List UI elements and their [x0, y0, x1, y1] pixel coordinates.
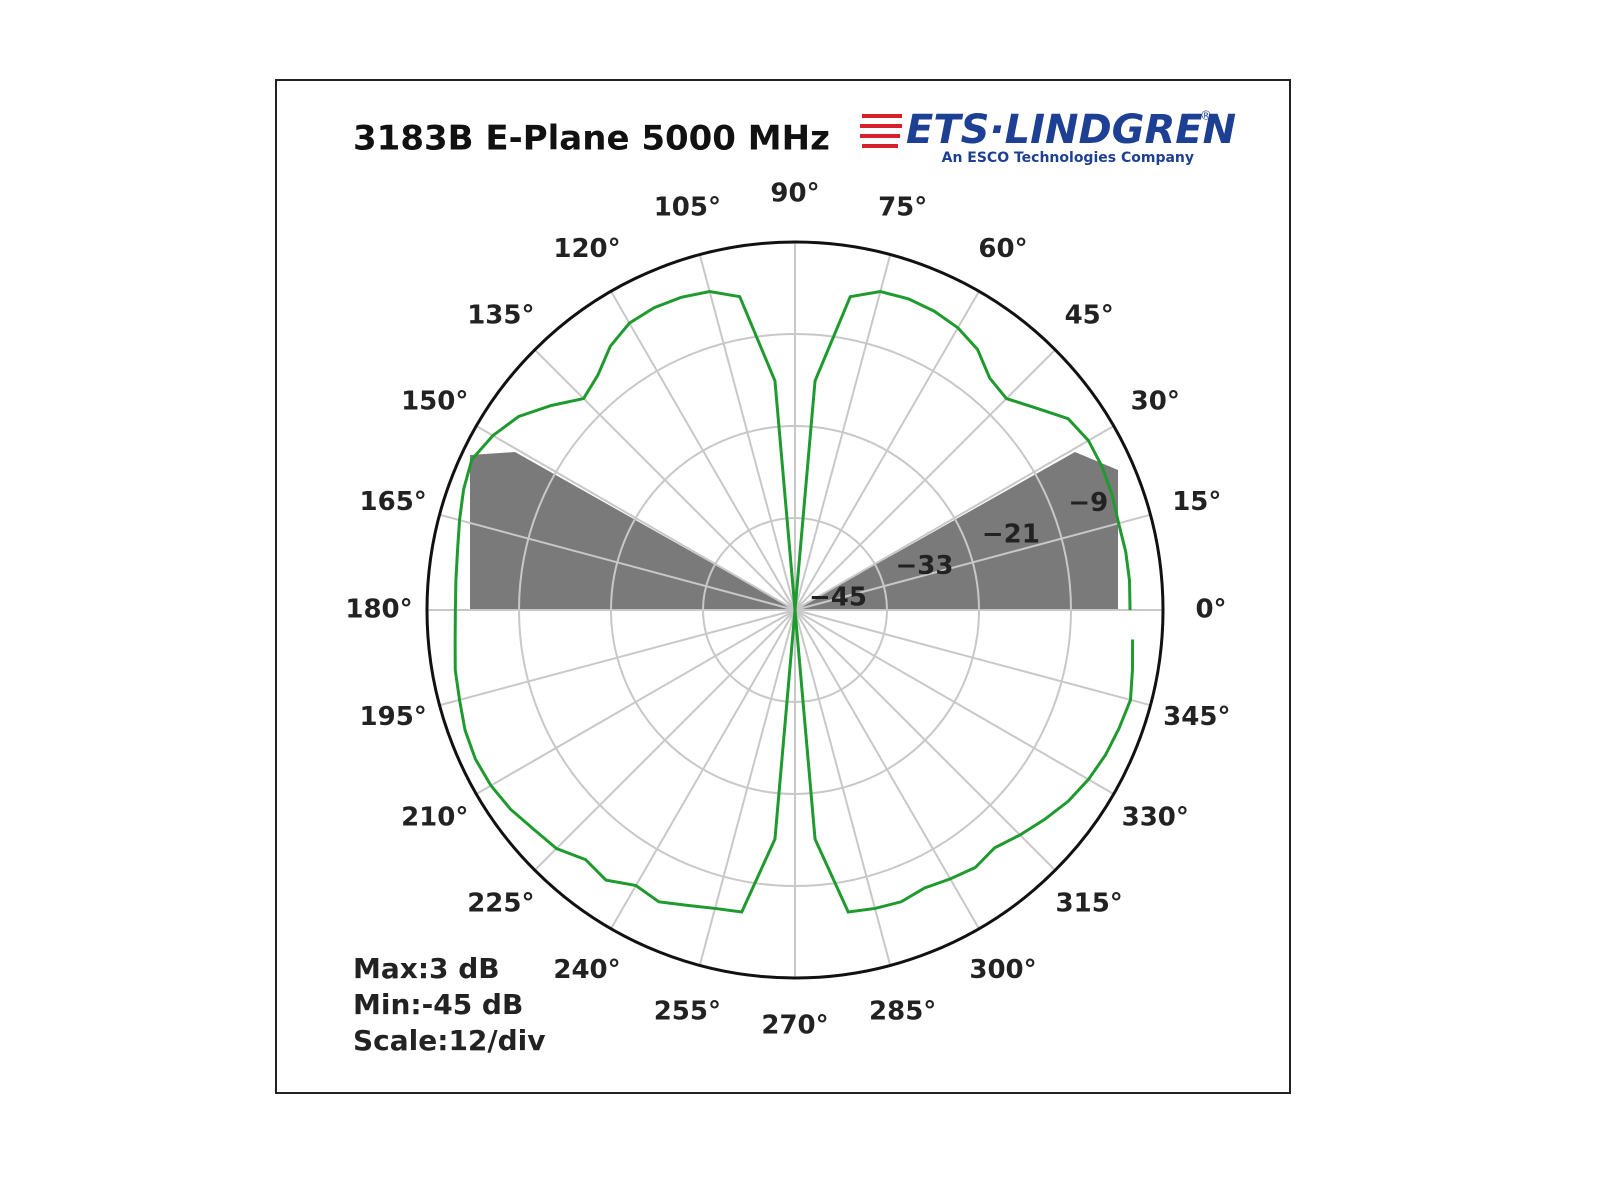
angle-label: 150° [401, 387, 468, 417]
angle-label: 255° [654, 996, 721, 1026]
angle-label: 240° [553, 955, 620, 985]
grid-spoke [794, 425, 1115, 611]
radial-label: −9 [1068, 488, 1108, 518]
grid-spoke [794, 513, 1151, 611]
angle-label: 315° [1056, 889, 1123, 919]
angle-label: 180° [345, 595, 412, 625]
angle-label: 210° [401, 803, 468, 833]
annotation: Min:-45 dB [353, 988, 523, 1021]
angle-label: 45° [1065, 300, 1114, 330]
angle-label: 330° [1122, 803, 1189, 833]
grid-spoke [475, 609, 796, 795]
grid-spoke [439, 513, 796, 611]
angle-label: 30° [1131, 387, 1180, 417]
brand-tagline: An ESCO Technologies Company [942, 150, 1194, 166]
angle-label: 225° [467, 889, 534, 919]
angle-label: 270° [761, 1011, 828, 1041]
radial-label: −33 [895, 551, 953, 581]
annotation: Max:3 dB [353, 952, 500, 985]
grid-spoke [698, 254, 796, 611]
plot-area: 0° 15° 30° 45° 60° 75° 90° 105° 120° 135° 150° 165°… [345, 179, 1230, 1041]
angle-label: 195° [360, 702, 427, 732]
grid-spoke [794, 609, 1151, 707]
radial-label: −45 [809, 583, 867, 613]
pattern-line [453, 290, 1135, 914]
grid-spoke [475, 425, 796, 611]
angle-label: 300° [969, 955, 1036, 985]
shaded-sector [795, 452, 1118, 610]
grid-spoke [439, 609, 796, 707]
angle-label: 60° [978, 234, 1027, 264]
grid-spoke [794, 349, 1056, 611]
shaded-sector [470, 452, 795, 610]
grid-spoke [534, 609, 796, 871]
annotation: Scale:12/div [353, 1024, 546, 1057]
chart-title: 3183B E-Plane 5000 MHz [353, 119, 830, 159]
angle-label: 120° [553, 234, 620, 264]
grid-spoke [794, 609, 1056, 871]
frame [275, 79, 1291, 1094]
angle-label: 15° [1172, 487, 1221, 517]
grid-spoke [794, 290, 980, 611]
grid-spoke [794, 254, 892, 611]
grid-spoke [794, 609, 892, 966]
grid-spoke [534, 349, 796, 611]
angle-label: 135° [467, 300, 534, 330]
grid-spoke [794, 609, 980, 930]
angle-label: 345° [1163, 702, 1230, 732]
grid-spoke [794, 609, 1115, 795]
brand-name: ETS·LINDGREN [906, 107, 1236, 153]
angle-label: 75° [878, 193, 927, 223]
angle-label: 105° [654, 193, 721, 223]
brand-mark: ® [1200, 109, 1212, 123]
angle-label: 285° [869, 996, 936, 1026]
angle-label: 90° [770, 179, 819, 209]
grid-spoke [698, 609, 796, 966]
radial-label: −21 [982, 520, 1040, 550]
angle-label: 165° [360, 487, 427, 517]
grid-spoke [610, 609, 796, 930]
logo-icon [860, 114, 902, 148]
outer-ring [425, 240, 1165, 980]
angle-label: 0° [1195, 595, 1226, 625]
grid-spoke [610, 290, 796, 611]
